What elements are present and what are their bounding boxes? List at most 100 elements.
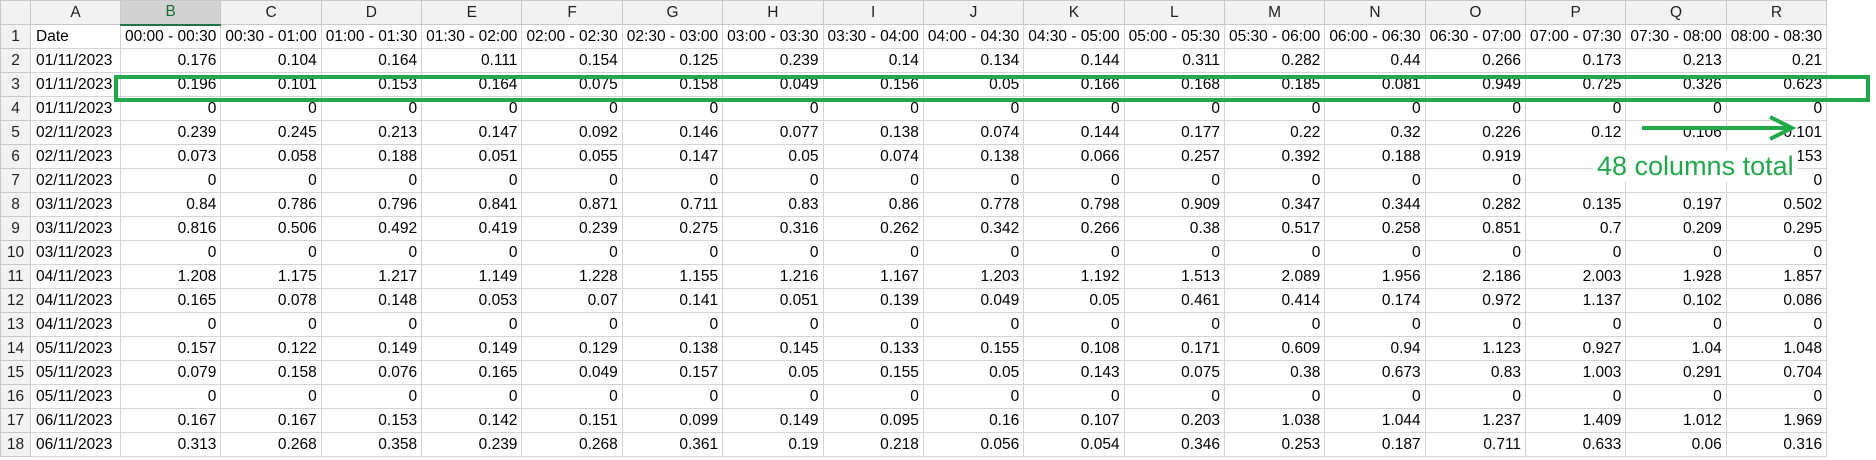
value-cell[interactable]: 0.725 (1525, 72, 1627, 97)
value-cell[interactable]: 1.857 (1725, 264, 1828, 289)
value-cell[interactable]: 0 (1725, 96, 1828, 121)
value-cell[interactable]: 0.167 (220, 408, 322, 433)
time-slot-header-cell[interactable]: 06:30 - 07:00 (1424, 24, 1527, 49)
value-cell[interactable]: 0.149 (320, 336, 423, 361)
value-cell[interactable]: 0 (1223, 168, 1326, 193)
date-cell[interactable]: 02/11/2023 (30, 168, 121, 193)
value-cell[interactable]: 0 (320, 96, 423, 121)
value-cell[interactable]: 0 (119, 312, 222, 337)
value-cell[interactable]: 0.949 (1424, 72, 1527, 97)
value-cell[interactable]: 0 (320, 240, 423, 265)
value-cell[interactable]: 0.078 (220, 288, 322, 313)
value-cell[interactable]: 0.154 (521, 48, 623, 73)
date-cell[interactable]: 02/11/2023 (30, 120, 121, 145)
value-cell[interactable]: 0.142 (421, 408, 523, 433)
value-cell[interactable]: 0.83 (722, 192, 824, 217)
value-cell[interactable]: 0.05 (922, 360, 1025, 385)
value-cell[interactable]: 0.275 (621, 216, 724, 241)
row-number[interactable]: 12 (0, 288, 31, 313)
value-cell[interactable]: 0 (1223, 384, 1326, 409)
value-cell[interactable]: 1.216 (722, 264, 824, 289)
value-cell[interactable]: 0.213 (320, 120, 423, 145)
date-cell[interactable]: 03/11/2023 (30, 240, 121, 265)
value-cell[interactable]: 0.158 (220, 360, 322, 385)
value-cell[interactable]: 0.049 (521, 360, 623, 385)
time-slot-header-cell[interactable]: 08:00 - 08:30 (1725, 24, 1828, 49)
value-cell[interactable]: 0 (421, 384, 523, 409)
value-cell[interactable]: 1.956 (1324, 264, 1426, 289)
value-cell[interactable]: 0.12 (1525, 120, 1627, 145)
value-cell[interactable]: 0.414 (1223, 288, 1326, 313)
value-cell[interactable]: 0 (421, 240, 523, 265)
value-cell[interactable]: 1.175 (220, 264, 322, 289)
row-number[interactable]: 4 (0, 96, 31, 121)
column-header-p[interactable]: P (1525, 0, 1627, 25)
value-cell[interactable]: 0.076 (320, 360, 423, 385)
value-cell[interactable]: 0.257 (1123, 144, 1225, 169)
value-cell[interactable]: 0.164 (320, 48, 423, 73)
value-cell[interactable]: 0.786 (220, 192, 322, 217)
value-cell[interactable]: 0.392 (1223, 144, 1326, 169)
value-cell[interactable]: 0.342 (922, 216, 1025, 241)
value-cell[interactable]: 1.149 (421, 264, 523, 289)
date-header-cell[interactable]: Date (30, 24, 121, 49)
value-cell[interactable]: 0.268 (521, 432, 623, 457)
time-slot-header-cell[interactable]: 04:30 - 05:00 (1023, 24, 1125, 49)
value-cell[interactable]: 0.146 (621, 120, 724, 145)
value-cell[interactable]: 0.066 (1023, 144, 1125, 169)
value-cell[interactable]: 0 (521, 240, 623, 265)
row-number[interactable]: 16 (0, 384, 31, 409)
value-cell[interactable]: 0.165 (421, 360, 523, 385)
row-number[interactable]: 15 (0, 360, 31, 385)
value-cell[interactable]: 0.841 (421, 192, 523, 217)
value-cell[interactable]: 0 (119, 96, 222, 121)
value-cell[interactable]: 0 (1123, 96, 1225, 121)
date-cell[interactable]: 05/11/2023 (30, 384, 121, 409)
value-cell[interactable]: 0 (220, 240, 322, 265)
value-cell[interactable]: 0 (1424, 240, 1527, 265)
date-cell[interactable]: 06/11/2023 (30, 432, 121, 457)
value-cell[interactable]: 0.058 (220, 144, 322, 169)
value-cell[interactable]: 0 (822, 168, 924, 193)
value-cell[interactable]: 0.517 (1223, 216, 1326, 241)
value-cell[interactable]: 0.226 (1424, 120, 1527, 145)
row-number[interactable]: 10 (0, 240, 31, 265)
row-number[interactable]: 17 (0, 408, 31, 433)
time-slot-header-cell[interactable]: 01:30 - 02:00 (421, 24, 523, 49)
value-cell[interactable]: 0.44 (1324, 48, 1426, 73)
value-cell[interactable]: 1.012 (1625, 408, 1727, 433)
value-cell[interactable]: 0.816 (119, 216, 222, 241)
value-cell[interactable]: 0.133 (822, 336, 924, 361)
value-cell[interactable]: 0.108 (1023, 336, 1125, 361)
value-cell[interactable]: 0 (521, 312, 623, 337)
value-cell[interactable]: 0 (822, 96, 924, 121)
value-cell[interactable]: 0.049 (722, 72, 824, 97)
value-cell[interactable]: 1.208 (119, 264, 222, 289)
value-cell[interactable]: 0.673 (1324, 360, 1426, 385)
value-cell[interactable]: 0.167 (119, 408, 222, 433)
value-cell[interactable]: 0.095 (822, 408, 924, 433)
value-cell[interactable]: 0.051 (722, 288, 824, 313)
value-cell[interactable]: 0.106 (1625, 120, 1727, 145)
row-number[interactable]: 3 (0, 72, 31, 97)
value-cell[interactable]: 0.187 (1324, 432, 1426, 457)
value-cell[interactable]: 0.138 (922, 144, 1025, 169)
value-cell[interactable]: 0.188 (320, 144, 423, 169)
row-number[interactable]: 9 (0, 216, 31, 241)
value-cell[interactable]: 0.166 (1023, 72, 1125, 97)
value-cell[interactable]: 0.051 (421, 144, 523, 169)
time-slot-header-cell[interactable]: 01:00 - 01:30 (320, 24, 423, 49)
value-cell[interactable]: 0.239 (722, 48, 824, 73)
date-cell[interactable]: 01/11/2023 (30, 96, 121, 121)
value-cell[interactable]: 1.137 (1525, 288, 1627, 313)
value-cell[interactable]: 0 (722, 312, 824, 337)
value-cell[interactable]: 0.83 (1424, 360, 1527, 385)
value-cell[interactable]: 1.928 (1625, 264, 1727, 289)
value-cell[interactable]: 0.092 (521, 120, 623, 145)
value-cell[interactable]: 0.173 (1525, 48, 1627, 73)
value-cell[interactable]: 0 (922, 240, 1025, 265)
value-cell[interactable]: 1.409 (1525, 408, 1627, 433)
value-cell[interactable]: 0 (320, 384, 423, 409)
value-cell[interactable]: 0 (119, 168, 222, 193)
value-cell[interactable]: 0.711 (621, 192, 724, 217)
